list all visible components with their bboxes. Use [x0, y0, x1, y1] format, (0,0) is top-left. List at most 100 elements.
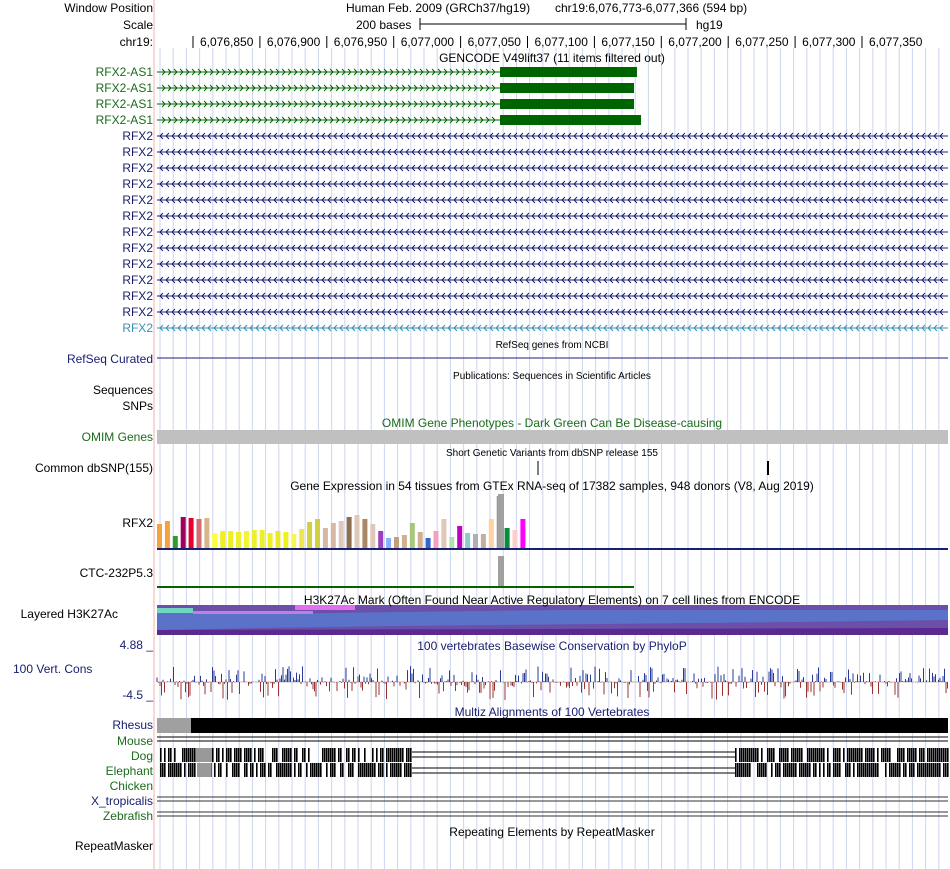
pubs-label-sequences[interactable]: Sequences: [92, 383, 153, 397]
h3k-title[interactable]: H3K27Ac Mark (Often Found Near Active Re…: [303, 593, 801, 607]
strand-arrow: [501, 180, 506, 188]
align-block: [394, 748, 396, 762]
species-label-mouse[interactable]: Mouse: [116, 734, 153, 748]
species-label-zebrafish[interactable]: Zebrafish: [102, 809, 153, 823]
strand-arrow: [315, 324, 320, 332]
strand-arrow: [735, 244, 740, 252]
gene-label-rfx2-as1[interactable]: RFX2-AS1: [95, 65, 153, 79]
strand-arrow: [441, 260, 446, 268]
strand-arrow: [255, 308, 260, 316]
strand-arrow: [165, 276, 170, 284]
gtex-bar: [480, 534, 486, 548]
strand-arrow: [375, 260, 380, 268]
strand-arrow: [189, 244, 194, 252]
gtex-gene-ctc[interactable]: CTC-232P5.3: [79, 566, 153, 580]
gene-label-rfx2-as1[interactable]: RFX2-AS1: [95, 81, 153, 95]
rmsk-label[interactable]: RepeatMasker: [74, 839, 153, 853]
strand-arrow: [837, 228, 842, 236]
strand-arrow: [813, 180, 818, 188]
strand-arrow: [753, 132, 758, 140]
strand-arrow: [321, 228, 326, 236]
gene-label-rfx2[interactable]: RFX2: [122, 289, 153, 303]
strand-arrow: [203, 84, 208, 92]
species-label-elephant[interactable]: Elephant: [105, 764, 153, 778]
align-block: [765, 763, 767, 777]
strand-arrow: [519, 148, 524, 156]
strand-arrow: [309, 132, 314, 140]
species-label-dog[interactable]: Dog: [130, 749, 153, 763]
strand-arrow: [353, 84, 358, 92]
strand-arrow: [267, 196, 272, 204]
strand-arrow: [449, 116, 454, 124]
strand-arrow: [597, 212, 602, 220]
strand-arrow: [257, 116, 262, 124]
refseq-title[interactable]: RefSeq genes from NCBI: [495, 340, 609, 351]
align-block: [877, 748, 879, 762]
strand-arrow: [891, 180, 896, 188]
strand-arrow: [423, 148, 428, 156]
strand-arrow: [807, 292, 812, 300]
multiz-title[interactable]: Multiz Alignments of 100 Vertebrates: [454, 705, 650, 719]
strand-arrow: [333, 228, 338, 236]
strand-arrow: [387, 164, 392, 172]
gene-label-rfx2[interactable]: RFX2: [122, 145, 153, 159]
omim-label[interactable]: OMIM Genes: [81, 430, 153, 444]
dbsnp-label[interactable]: Common dbSNP(155): [34, 461, 153, 475]
strand-arrow: [891, 292, 896, 300]
gene-label-rfx2[interactable]: RFX2: [122, 257, 153, 271]
gtex-gene-rfx2[interactable]: RFX2: [122, 516, 153, 530]
gencode-title[interactable]: GENCODE V49lift37 (11 items filtered out…: [439, 51, 665, 65]
strand-arrow: [897, 212, 902, 220]
omim-title[interactable]: OMIM Gene Phenotypes - Dark Green Can Be…: [381, 416, 723, 430]
align-block: [174, 748, 176, 762]
gene-label-rfx2[interactable]: RFX2: [122, 129, 153, 143]
align-block: [314, 763, 316, 777]
strand-arrow: [495, 292, 500, 300]
species-label-chicken[interactable]: Chicken: [109, 779, 153, 793]
pubs-label-snps[interactable]: SNPs: [122, 399, 153, 413]
gene-label-rfx2[interactable]: RFX2: [122, 241, 153, 255]
strand-arrow: [789, 244, 794, 252]
gtex-title[interactable]: Gene Expression in 54 tissues from GTEx …: [290, 479, 814, 493]
strand-arrow: [501, 292, 506, 300]
gene-label-rfx2-as1[interactable]: RFX2-AS1: [95, 113, 153, 127]
strand-arrow: [807, 196, 812, 204]
align-block: [791, 763, 793, 777]
gene-label-rfx2[interactable]: RFX2: [122, 225, 153, 239]
gene-label-rfx2[interactable]: RFX2: [122, 177, 153, 191]
dbsnp-title[interactable]: Short Genetic Variants from dbSNP releas…: [446, 448, 658, 459]
strand-arrow: [201, 260, 206, 268]
strand-arrow: [215, 116, 220, 124]
strand-arrow: [867, 180, 872, 188]
gene-label-rfx2[interactable]: RFX2: [122, 209, 153, 223]
strand-arrow: [657, 276, 662, 284]
strand-arrow: [573, 260, 578, 268]
cons-label[interactable]: 100 Vert. Cons: [13, 662, 93, 676]
strand-arrow: [921, 164, 926, 172]
refseq-label[interactable]: RefSeq Curated: [66, 352, 153, 366]
pubs-title[interactable]: Publications: Sequences in Scientific Ar…: [453, 371, 651, 382]
strand-arrow: [459, 260, 464, 268]
align-block: [238, 748, 240, 762]
gene-label-rfx2[interactable]: RFX2: [122, 321, 153, 335]
strand-arrow: [531, 148, 536, 156]
gene-label-rfx2[interactable]: RFX2: [122, 305, 153, 319]
align-block: [849, 763, 851, 777]
cons-title[interactable]: 100 vertebrates Basewise Conservation by…: [417, 639, 687, 653]
h3k-label[interactable]: Layered H3K27Ac: [20, 607, 118, 621]
gene-label-rfx2-as1[interactable]: RFX2-AS1: [95, 97, 153, 111]
gene-label-rfx2[interactable]: RFX2: [122, 273, 153, 287]
strand-arrow: [609, 308, 614, 316]
strand-arrow: [203, 100, 208, 108]
strand-arrow: [537, 292, 542, 300]
species-label-x_tropicalis[interactable]: X_tropicalis: [90, 794, 153, 808]
strand-arrow: [351, 276, 356, 284]
gene-label-rfx2[interactable]: RFX2: [122, 193, 153, 207]
gene-label-rfx2[interactable]: RFX2: [122, 161, 153, 175]
strand-arrow: [375, 276, 380, 284]
rmsk-title[interactable]: Repeating Elements by RepeatMasker: [449, 825, 655, 839]
strand-arrow: [353, 100, 358, 108]
species-label-rhesus[interactable]: Rhesus: [112, 718, 153, 732]
